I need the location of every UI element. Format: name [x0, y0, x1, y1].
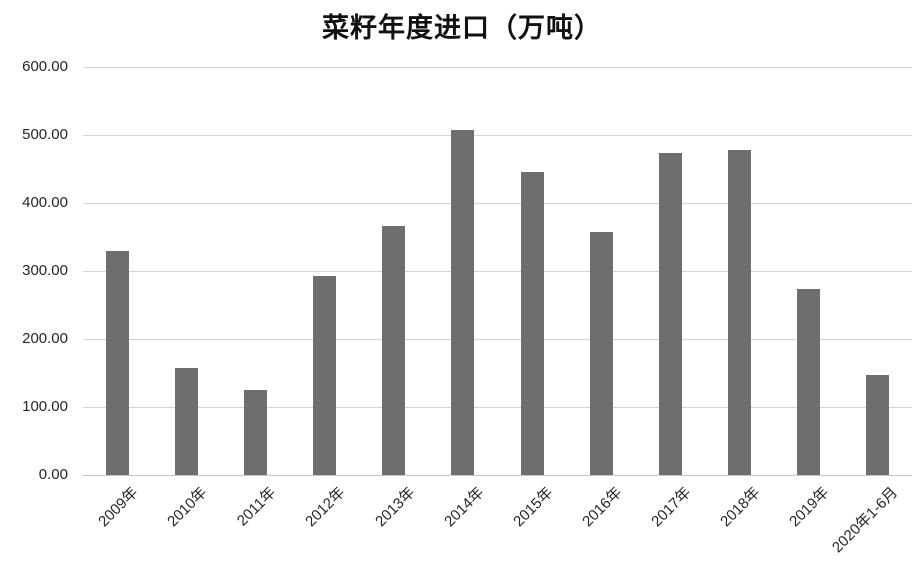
x-tick-label: 2020年1-6月 — [829, 484, 902, 557]
gridline — [83, 203, 912, 204]
gridline — [83, 271, 912, 272]
plot-area — [83, 67, 912, 476]
bar-2017年 — [658, 152, 682, 475]
gridline — [83, 67, 912, 68]
x-tick-label: 2009年 — [95, 484, 142, 531]
x-tick-label: 2017年 — [648, 484, 695, 531]
y-tick-label: 300.00 — [22, 262, 68, 279]
y-tick-label: 400.00 — [22, 194, 68, 211]
gridline — [83, 339, 912, 340]
bar-2011年 — [244, 390, 268, 475]
bar-2009年 — [106, 251, 130, 475]
bar-2014年 — [451, 129, 475, 475]
bar-2013年 — [382, 226, 406, 475]
bar-2018年 — [727, 149, 751, 475]
bar-2016年 — [589, 232, 613, 475]
y-tick-label: 200.00 — [22, 330, 68, 347]
gridline — [83, 475, 912, 476]
x-tick-label: 2010年 — [164, 484, 211, 531]
x-tick-label: 2013年 — [371, 484, 418, 531]
gridline — [83, 407, 912, 408]
x-tick-label: 2019年 — [786, 484, 833, 531]
bar-2012年 — [313, 275, 337, 475]
bar-2010年 — [175, 367, 199, 475]
x-tick-label: 2015年 — [509, 484, 557, 531]
x-tick-label: 2011年 — [234, 484, 280, 530]
y-tick-label: 100.00 — [22, 398, 68, 415]
bar-2015年 — [520, 171, 544, 475]
x-tick-label: 2016年 — [578, 484, 626, 531]
y-tick-label: 500.00 — [22, 126, 68, 143]
y-tick-label: 0.00 — [38, 466, 68, 483]
bar-2020年1-6月 — [865, 375, 889, 475]
y-tick-label: 600.00 — [22, 58, 68, 75]
chart-title: 菜籽年度进口（万吨） — [322, 13, 602, 43]
gridline — [83, 135, 912, 136]
x-tick-label: 2012年 — [302, 484, 349, 531]
x-tick-label: 2018年 — [717, 484, 764, 531]
bar-2019年 — [796, 288, 820, 475]
x-tick-label: 2014年 — [440, 484, 487, 531]
